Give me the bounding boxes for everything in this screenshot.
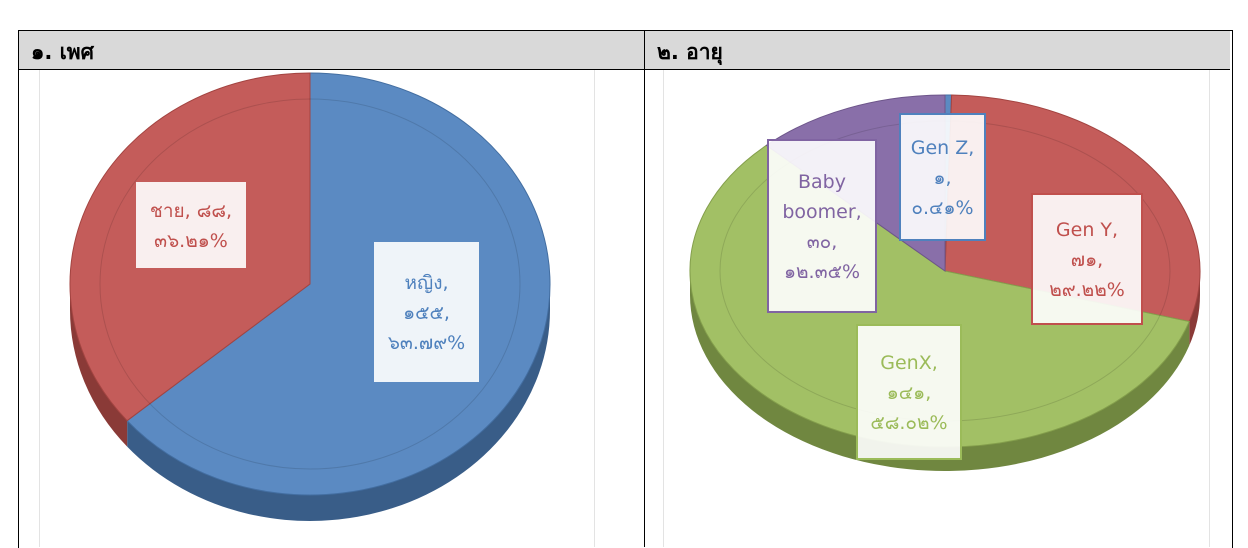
gender-chart-panel: หญิง, ๑๕๕, ๖๓.๗๙% ชาย, ๘๘, ๓๖.๒๑% (39, 70, 595, 547)
data-label-text: Gen Y, (1056, 219, 1118, 241)
pie-bevel (99, 98, 521, 470)
data-label-text: GenX, (880, 352, 938, 374)
table-frame (18, 30, 1233, 548)
data-label-gen-z: Gen Z, ๑, ๐.๔๑% (899, 113, 986, 241)
data-label-gen-y: Gen Y, ๗๑, ๒๙.๒๒% (1031, 193, 1143, 325)
data-label-หญิง: หญิง, ๑๕๕, ๖๓.๗๙% (374, 242, 479, 382)
gender-heading: ๑. เพศ (31, 40, 94, 64)
data-label-text: ๒๙.๒๒% (1049, 279, 1125, 301)
data-label-text: Gen Z, (911, 137, 975, 159)
age-pie-chart: Gen Z, ๑, ๐.๔๑% Gen Y, ๗๑, ๒๙.๒๒% GenX, ๑๔๑, ๕๘.… (689, 94, 1201, 472)
data-label-text: ๓๖.๒๑% (154, 230, 228, 252)
data-label-box (856, 324, 962, 460)
data-label-box (374, 242, 479, 382)
data-label-genx: GenX, ๑๔๑, ๕๘.๐๒% (856, 324, 962, 460)
data-label-text: ๗๑, (1071, 249, 1103, 271)
gender-header: ๑. เพศ (19, 31, 644, 70)
data-label-text: ๑๕๕, (403, 302, 450, 324)
data-label-box (899, 113, 986, 241)
data-label-box (1031, 193, 1143, 325)
data-label-text: ๐.๔๑% (911, 197, 973, 219)
data-label-text: ๓๐, (807, 231, 838, 253)
data-label-text: ๑๔๑, (887, 382, 932, 404)
data-label-text: ๕๘.๐๒% (870, 412, 947, 434)
column-divider (644, 30, 645, 547)
age-heading: ๒. อายุ (657, 40, 723, 64)
data-label-ชาย: ชาย, ๘๘, ๓๖.๒๑% (136, 182, 246, 268)
data-label-text: ชาย, ๘๘, (150, 200, 232, 222)
data-label-text: ๑๒.๓๕% (784, 261, 860, 283)
data-label-text: Baby (798, 171, 846, 193)
data-label-box (767, 139, 877, 313)
data-label-baby-boomer: Baby boomer, ๓๐, ๑๒.๓๕% (767, 139, 877, 313)
data-label-text: ๖๓.๗๙% (388, 332, 465, 354)
gender-pie-chart: หญิง, ๑๕๕, ๖๓.๗๙% ชาย, ๘๘, ๓๖.๒๑% (69, 72, 551, 521)
pie-side-หญิง (127, 284, 550, 521)
data-label-box (136, 182, 246, 268)
data-label-text: boomer, (782, 201, 861, 223)
age-header: ๒. อายุ (645, 31, 1230, 70)
data-label-text: ๑, (933, 167, 951, 189)
pie-slice-หญิง (126, 72, 551, 496)
pie-side-ชาย (70, 284, 128, 447)
age-chart-panel: Gen Z, ๑, ๐.๔๑% Gen Y, ๗๑, ๒๙.๒๒% GenX, ๑๔๑, ๕๘.… (663, 70, 1210, 547)
data-label-text: หญิง, (404, 272, 448, 294)
